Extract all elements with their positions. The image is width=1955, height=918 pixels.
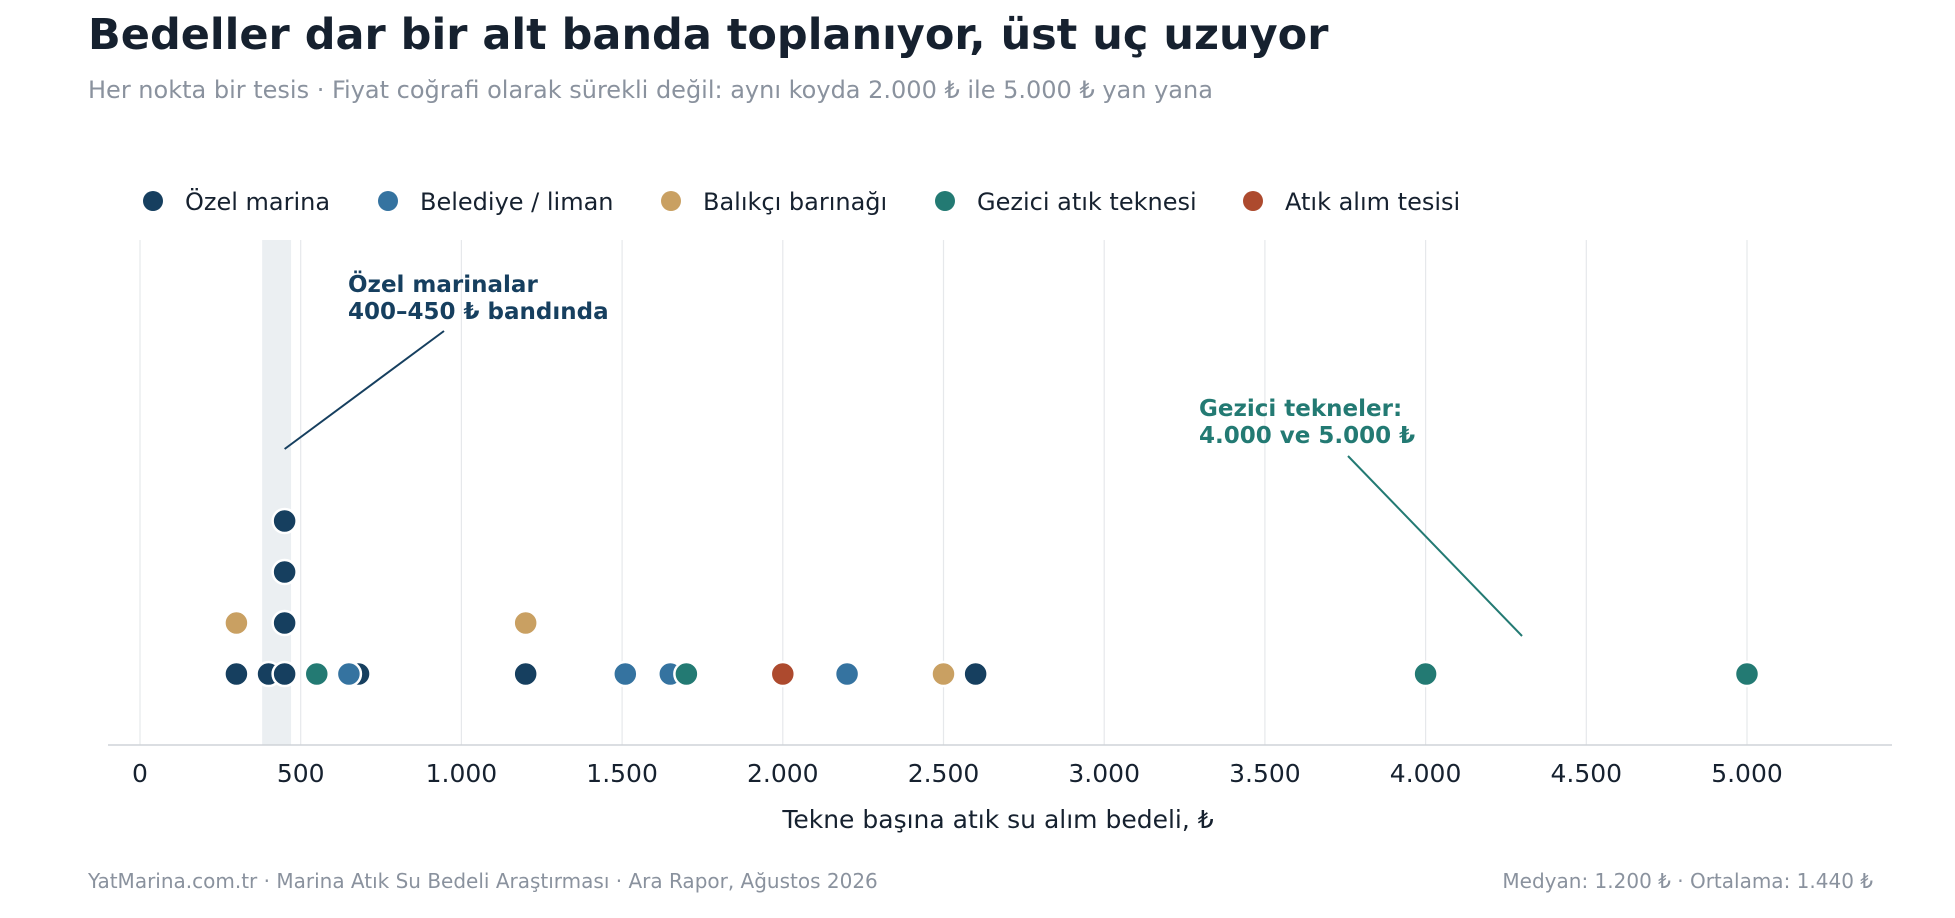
data-point (769, 660, 797, 688)
data-point (271, 558, 298, 586)
legend-swatch (935, 191, 955, 211)
x-tick-label: 3.500 (1229, 759, 1301, 788)
data-point (303, 660, 331, 688)
legend-item: Belediye / liman (378, 188, 614, 216)
data-point (1733, 660, 1761, 688)
annotation: Gezici tekneler:4.000 ve 5.000 ₺ (1199, 396, 1523, 637)
data-point (512, 660, 539, 688)
data-point (335, 660, 363, 688)
x-tick-label: 2.000 (747, 759, 819, 788)
x-tick-labels: 0 500 1.000 1.500 2.000 2.500 3.000 3.500 4.000 4… (132, 759, 1783, 788)
legend: Özel marina Belediye / liman Balıkçı barın… (143, 187, 1460, 216)
data-point (223, 660, 250, 688)
data-point (271, 507, 298, 535)
chart-title: Bedeller dar bir alt banda toplanıyor, ü… (88, 10, 1329, 60)
data-point (271, 609, 298, 637)
x-tick-label: 4.500 (1551, 759, 1623, 788)
legend-label: Gezici atık teknesi (977, 188, 1197, 216)
x-tick-label: 1.500 (586, 759, 658, 788)
chart-subtitle: Her nokta bir tesis · Fiyat coğrafi olar… (88, 76, 1213, 104)
data-point (223, 609, 250, 637)
annotation-leader (284, 330, 445, 450)
data-point (271, 660, 298, 688)
x-tick-label: 2.500 (908, 759, 980, 788)
legend-swatch (1243, 191, 1263, 211)
legend-item: Özel marina (143, 187, 330, 216)
legend-item: Gezici atık teknesi (935, 188, 1197, 216)
data-point (1412, 660, 1439, 688)
data-points (223, 507, 1761, 688)
x-tick-label: 1.000 (426, 759, 498, 788)
data-point (930, 660, 957, 688)
legend-label: Özel marina (185, 187, 330, 216)
footer-source: YatMarina.com.tr · Marina Atık Su Bedeli… (88, 869, 878, 893)
legend-swatch (661, 191, 681, 211)
annotation-text: 4.000 ve 5.000 ₺ (1199, 423, 1415, 449)
x-axis-label: Tekne başına atık su alım bedeli, ₺ (781, 805, 1213, 834)
annotation-text: Gezici tekneler: (1199, 396, 1402, 422)
x-tick-label: 3.000 (1068, 759, 1140, 788)
legend-swatch (378, 191, 398, 211)
annotation-text: Özel marinalar (348, 270, 538, 298)
x-tick-label: 4.000 (1390, 759, 1462, 788)
legend-label: Belediye / liman (420, 188, 614, 216)
data-point (512, 609, 539, 637)
x-tick-label: 500 (277, 759, 325, 788)
data-point (612, 660, 639, 688)
legend-swatch (143, 191, 163, 211)
legend-label: Atık alım tesisi (1285, 188, 1460, 216)
legend-item: Atık alım tesisi (1243, 188, 1460, 216)
legend-item: Balıkçı barınağı (661, 188, 887, 216)
data-point (673, 660, 700, 688)
annotation-text: 400–450 ₺ bandında (348, 299, 609, 325)
x-tick-label: 5.000 (1711, 759, 1783, 788)
data-point (833, 660, 861, 688)
data-point (962, 660, 989, 688)
annotation-leader (1347, 455, 1523, 637)
highlight-band (262, 240, 292, 745)
legend-label: Balıkçı barınağı (703, 188, 887, 216)
x-tick-label: 0 (132, 759, 148, 788)
footer-stats: Medyan: 1.200 ₺ · Ortalama: 1.440 ₺ (1502, 869, 1873, 893)
